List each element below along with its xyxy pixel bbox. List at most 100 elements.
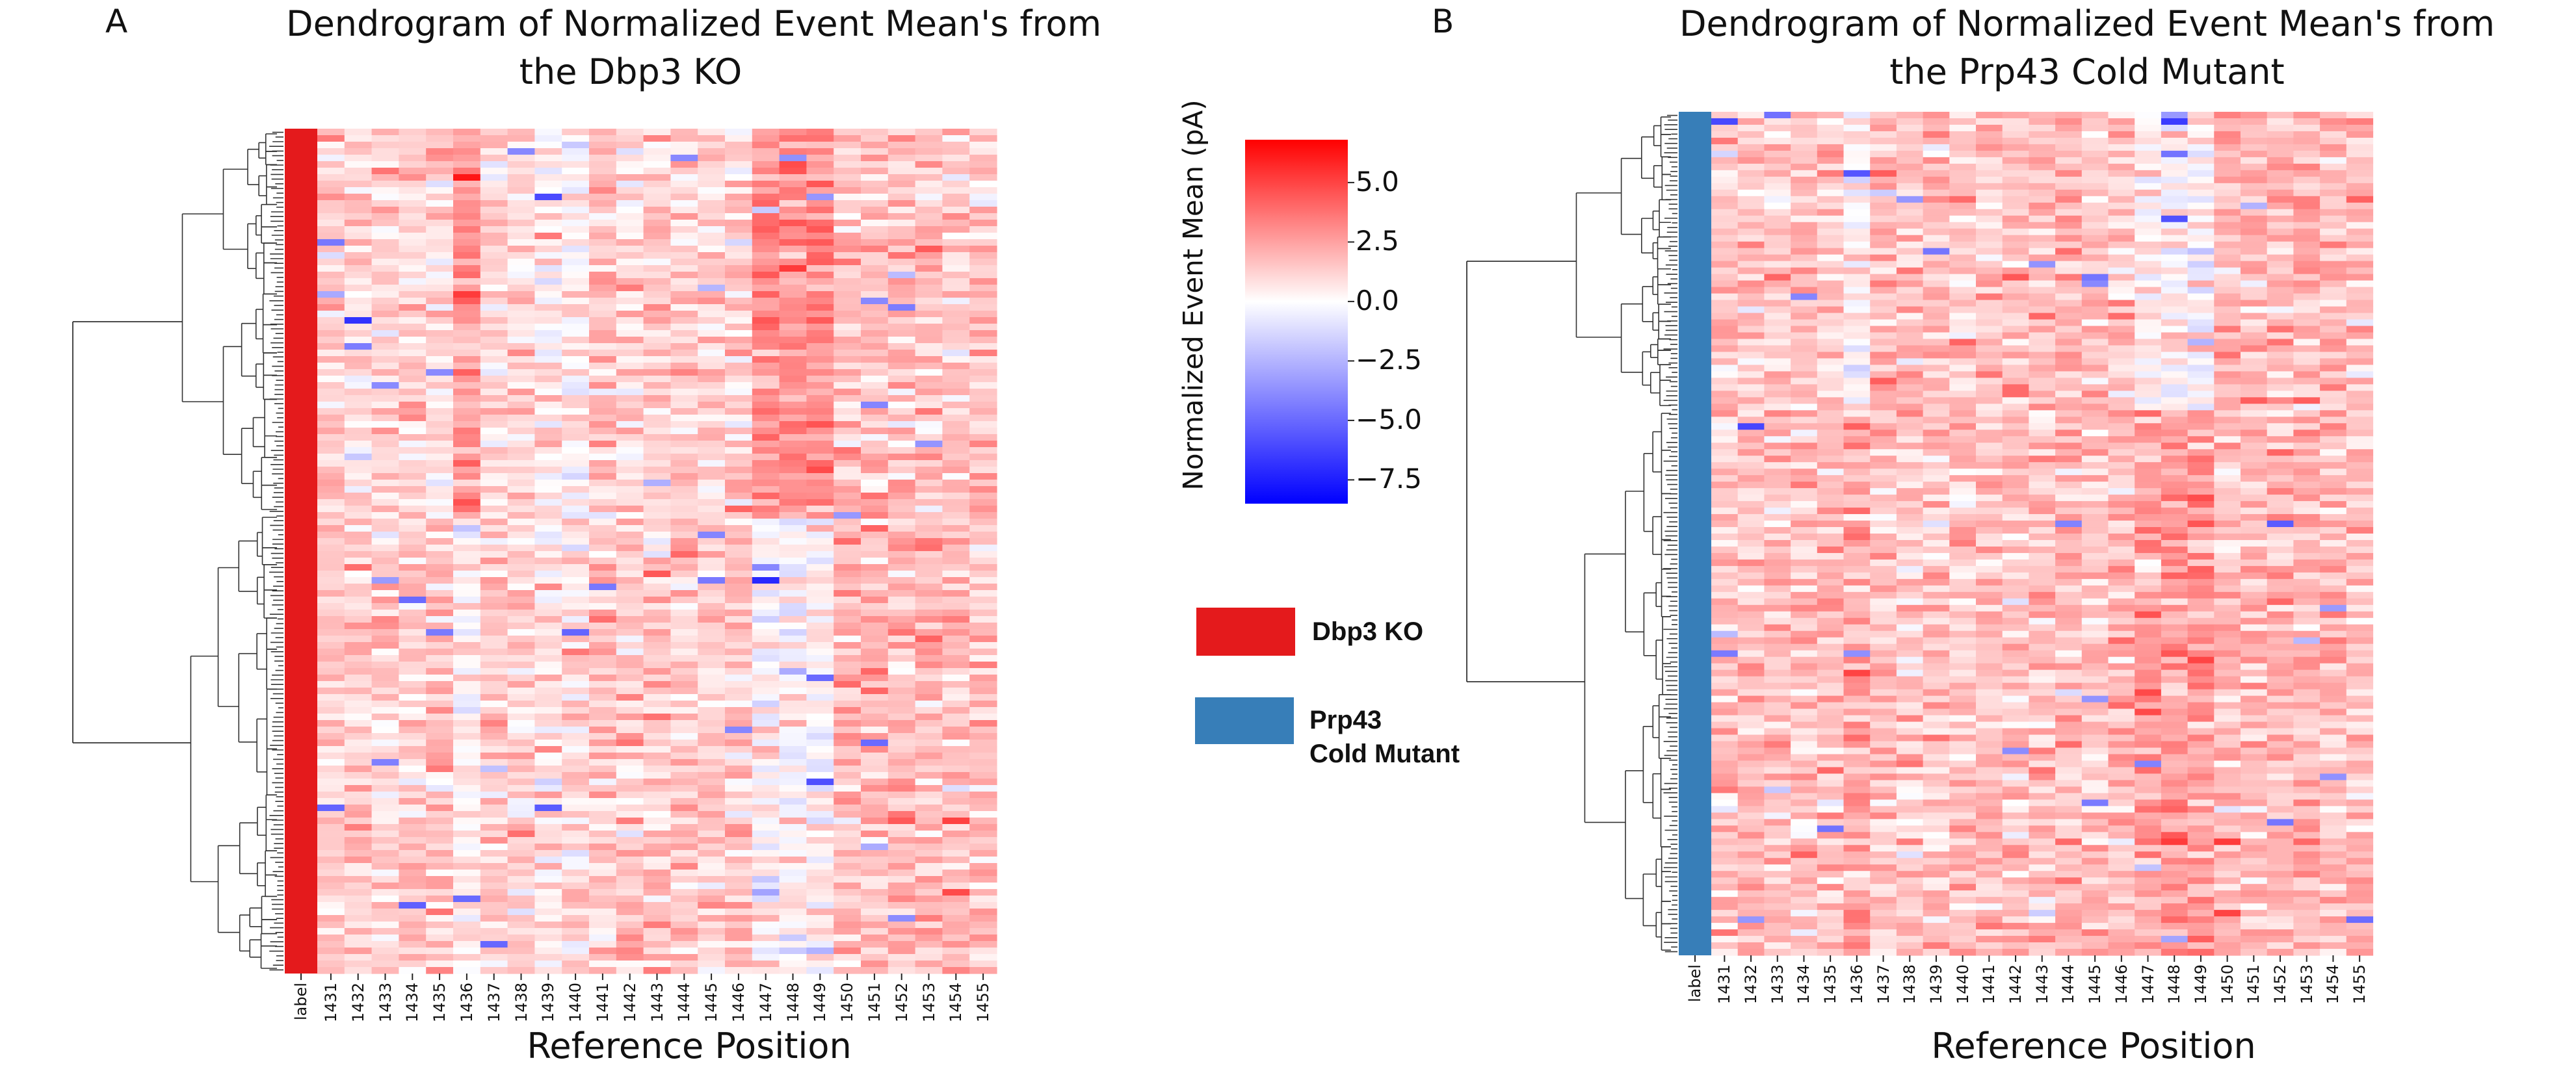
heatmap-cell [2055,436,2083,443]
heatmap-cell [2108,456,2135,463]
heatmap-cell [426,883,454,890]
heatmap-cell [453,701,481,708]
heatmap-cell [806,389,834,396]
heatmap-cell [806,707,834,714]
heatmap-cell [643,441,671,448]
heatmap-cell [534,129,562,136]
heatmap-cell [752,928,780,935]
heatmap-cell [1923,163,1950,171]
heatmap-cell [480,265,508,272]
heatmap-cell [399,701,427,708]
heatmap-cell [589,428,617,435]
heatmap-cell [1896,202,1924,210]
heatmap-cell [942,525,970,532]
heatmap-cell [589,538,617,545]
heatmap-cell [806,135,834,142]
heatmap-cell [779,850,807,857]
heatmap-cell [371,928,399,935]
heatmap-cell [589,246,617,253]
heatmap-cell [969,272,997,279]
heatmap-cell [2135,345,2162,353]
heatmap-cell [2055,443,2083,450]
heatmap-cell [779,610,807,617]
heatmap-cell [1896,170,1924,177]
heatmap-cell [589,636,617,643]
heatmap-cell [534,330,562,337]
heatmap-cell [2029,404,2056,411]
heatmap-cell [643,564,671,571]
heatmap-cell [2161,131,2188,138]
heatmap-cell [2108,144,2135,151]
heatmap-cell [2108,215,2135,223]
heatmap-cell [1843,241,1871,249]
heatmap-cell [562,408,590,415]
heatmap-cell [480,681,508,688]
heatmap-cell [887,434,916,441]
heatmap-cell [2214,527,2241,534]
heatmap-cell [480,506,508,513]
heatmap-cell [426,135,454,142]
heatmap-cell [861,298,889,305]
heatmap-cell [480,421,508,428]
heatmap-cell [643,597,671,604]
heatmap-cell [2108,176,2135,184]
heatmap-cell [589,668,617,675]
heatmap-cell [2267,163,2294,171]
heatmap-cell [317,636,345,643]
heatmap-cell [616,389,644,396]
heatmap-cell [752,298,780,305]
heatmap-cell [317,551,345,558]
heatmap-cell [2293,345,2320,353]
heatmap-cell [589,402,617,409]
heatmap-cell [2029,488,2056,495]
heatmap-cell [317,486,345,493]
heatmap-cell [371,239,399,246]
heatmap-cell [1737,391,1765,398]
heatmap-cell [806,850,834,857]
heatmap-cell [589,129,617,136]
heatmap-cell [453,395,481,402]
heatmap-cell [861,220,889,227]
heatmap-cell [2108,534,2135,541]
heatmap-cell [806,740,834,747]
colorbar-tick-label: −2.5 [1356,344,1422,376]
heatmap-cell [2293,358,2320,365]
heatmap-cell [779,961,807,968]
heatmap-cell [534,395,562,402]
heatmap-cell [806,343,834,350]
heatmap-cell [752,486,780,493]
heatmap-cell [1764,112,1791,119]
heatmap-cell [942,447,970,454]
heatmap-cell [806,811,834,818]
heatmap-cell [861,415,889,422]
heatmap-cell [453,805,481,812]
heatmap-cell [589,759,617,766]
heatmap-cell [589,454,617,461]
heatmap-cell [1791,235,1818,242]
heatmap-cell [1949,189,1977,197]
heatmap-cell [2320,521,2347,528]
heatmap-cell [480,532,508,539]
heatmap-cell [2135,150,2162,158]
heatmap-cell [2293,274,2320,281]
heatmap-cell [480,148,508,155]
heatmap-cell [534,142,562,149]
heatmap-cell [887,226,916,233]
heatmap-cell [969,161,997,168]
heatmap-cell [344,285,373,292]
heatmap-cell [969,675,997,682]
heatmap-cell [480,714,508,721]
heatmap-cell [2135,462,2162,469]
heatmap-cell [779,792,807,799]
heatmap-cell [942,460,970,467]
heatmap-cell [2002,196,2029,203]
heatmap-cell [698,532,726,539]
heatmap-cell [1870,202,1897,210]
heatmap-cell [2161,456,2188,463]
heatmap-cell [1976,397,2003,404]
heatmap-cell [752,779,780,786]
heatmap-cell [1791,391,1818,398]
heatmap-cell [1896,319,1924,327]
heatmap-cell [1843,539,1871,547]
heatmap-cell [670,304,698,311]
